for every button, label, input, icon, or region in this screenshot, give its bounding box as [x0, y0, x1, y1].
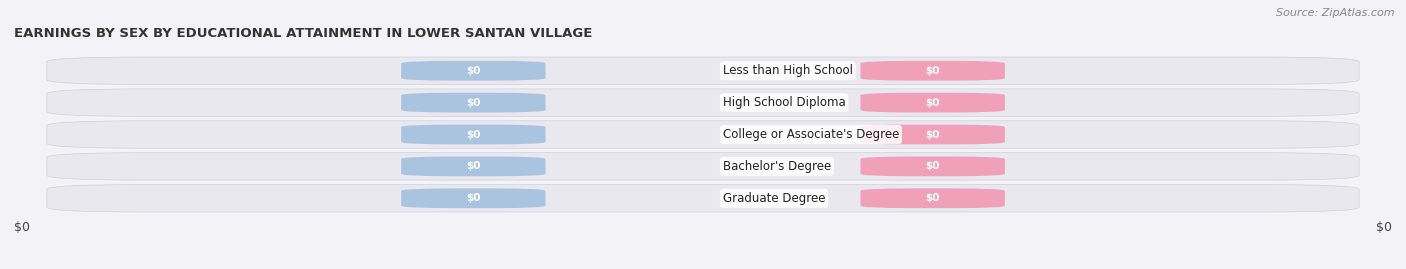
Text: $0: $0 — [467, 66, 481, 76]
Text: $0: $0 — [925, 66, 939, 76]
Text: Bachelor's Degree: Bachelor's Degree — [723, 160, 831, 173]
Text: $0: $0 — [925, 129, 939, 140]
FancyBboxPatch shape — [860, 93, 1005, 112]
FancyBboxPatch shape — [46, 121, 1360, 148]
Text: $0: $0 — [467, 98, 481, 108]
Text: $0: $0 — [925, 193, 939, 203]
FancyBboxPatch shape — [860, 125, 1005, 144]
FancyBboxPatch shape — [401, 93, 546, 112]
FancyBboxPatch shape — [46, 57, 1360, 84]
FancyBboxPatch shape — [401, 157, 546, 176]
FancyBboxPatch shape — [860, 61, 1005, 81]
Text: Graduate Degree: Graduate Degree — [723, 192, 825, 205]
Text: EARNINGS BY SEX BY EDUCATIONAL ATTAINMENT IN LOWER SANTAN VILLAGE: EARNINGS BY SEX BY EDUCATIONAL ATTAINMEN… — [14, 27, 592, 40]
FancyBboxPatch shape — [401, 61, 546, 81]
Text: High School Diploma: High School Diploma — [723, 96, 845, 109]
FancyBboxPatch shape — [860, 188, 1005, 208]
Text: $0: $0 — [467, 193, 481, 203]
FancyBboxPatch shape — [860, 157, 1005, 176]
Text: $0: $0 — [467, 129, 481, 140]
Text: Source: ZipAtlas.com: Source: ZipAtlas.com — [1277, 8, 1395, 18]
Text: Less than High School: Less than High School — [723, 64, 852, 77]
Text: $0: $0 — [925, 98, 939, 108]
Text: $0: $0 — [14, 221, 30, 234]
FancyBboxPatch shape — [46, 153, 1360, 180]
FancyBboxPatch shape — [401, 188, 546, 208]
FancyBboxPatch shape — [46, 185, 1360, 212]
FancyBboxPatch shape — [46, 89, 1360, 116]
Text: $0: $0 — [925, 161, 939, 171]
Text: $0: $0 — [1376, 221, 1392, 234]
Text: $0: $0 — [467, 161, 481, 171]
FancyBboxPatch shape — [401, 125, 546, 144]
Text: College or Associate's Degree: College or Associate's Degree — [723, 128, 898, 141]
